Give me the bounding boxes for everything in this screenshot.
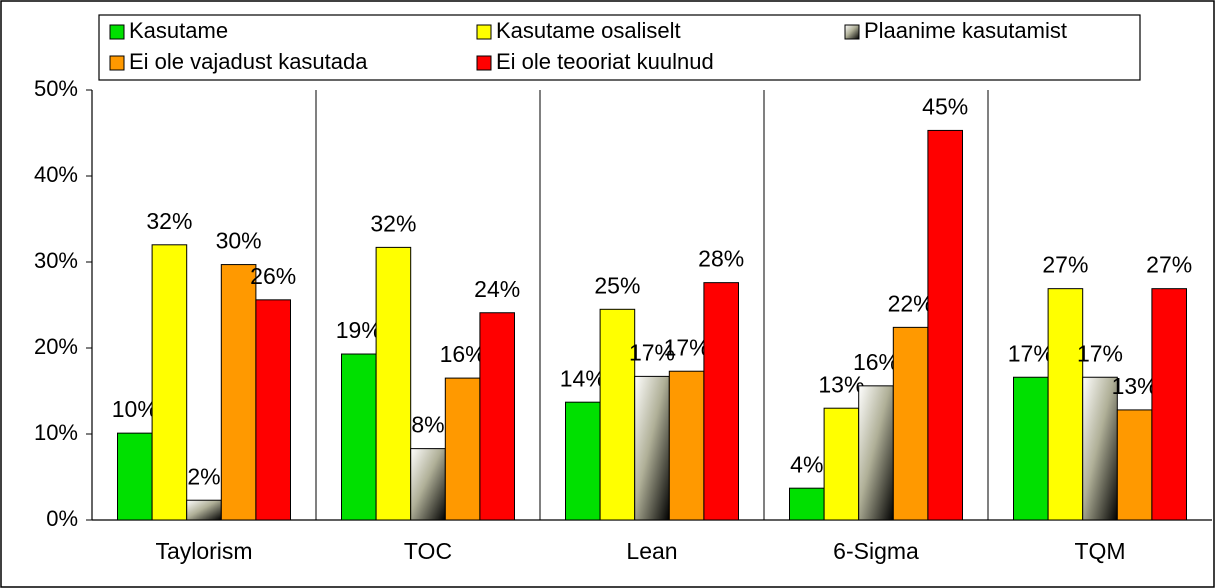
legend-swatch <box>109 55 125 71</box>
x-tick-label: TQM <box>1074 538 1125 564</box>
x-tick-label: TOC <box>404 538 452 564</box>
bar <box>151 244 188 521</box>
bar <box>703 282 740 521</box>
y-tick-label: 30% <box>34 248 78 273</box>
bar <box>1013 376 1049 521</box>
bar <box>858 385 894 521</box>
data-label: 27% <box>1146 252 1192 278</box>
bar <box>1116 409 1153 521</box>
x-tick-label: 6-Sigma <box>833 538 919 564</box>
bar <box>186 499 222 521</box>
legend-swatch <box>476 24 492 40</box>
data-label: 24% <box>474 276 520 302</box>
data-label: 25% <box>594 272 640 298</box>
data-label: 19% <box>336 317 382 343</box>
bar <box>668 370 705 521</box>
bar <box>823 407 860 521</box>
data-label: 13% <box>818 371 864 397</box>
bar <box>220 264 257 521</box>
bar <box>565 401 601 521</box>
data-label: 14% <box>560 365 606 391</box>
bar <box>341 353 377 521</box>
legend-label: Ei ole vajadust kasutada <box>129 49 368 74</box>
bar <box>634 375 670 521</box>
data-label: 22% <box>888 290 934 316</box>
data-label: 30% <box>216 228 262 254</box>
y-tick-label: 40% <box>34 162 78 187</box>
data-label: 45% <box>922 93 968 119</box>
data-label: 27% <box>1042 252 1088 278</box>
bar <box>1047 288 1084 521</box>
data-label: 13% <box>1112 373 1158 399</box>
data-label: 16% <box>440 341 486 367</box>
data-label: 32% <box>146 208 192 234</box>
bar <box>410 448 446 521</box>
x-tick-label: Taylorism <box>155 538 252 564</box>
bar <box>789 487 825 521</box>
y-tick-label: 50% <box>34 76 78 101</box>
data-label: 10% <box>112 396 158 422</box>
data-label: 28% <box>698 246 744 272</box>
y-tick-label: 0% <box>46 506 78 531</box>
bar <box>375 246 412 521</box>
data-label: 26% <box>250 263 296 289</box>
x-tick-label: Lean <box>626 538 677 564</box>
data-label: 4% <box>790 451 823 477</box>
data-label: 16% <box>853 349 899 375</box>
legend-swatch <box>476 55 492 71</box>
y-tick-label: 10% <box>34 420 78 445</box>
bar <box>892 326 929 521</box>
data-label: 17% <box>664 334 710 360</box>
legend-label: Plaanime kasutamist <box>864 18 1067 43</box>
legend-label: Ei ole teooriat kuulnud <box>496 49 714 74</box>
bar <box>444 377 481 521</box>
data-label: 8% <box>411 412 444 438</box>
y-tick-label: 20% <box>34 334 78 359</box>
bar <box>1151 288 1188 521</box>
bar <box>479 312 515 521</box>
bar <box>117 432 153 521</box>
data-label: 2% <box>187 463 220 489</box>
data-label: 32% <box>370 210 416 236</box>
legend-swatch <box>109 24 125 40</box>
data-label: 17% <box>1077 340 1123 366</box>
bar <box>1082 376 1118 521</box>
legend-box <box>98 14 1141 81</box>
bar <box>927 129 964 521</box>
legend-swatch <box>844 24 860 40</box>
data-label: 17% <box>629 339 675 365</box>
bar <box>599 308 636 521</box>
data-label: 17% <box>1008 340 1054 366</box>
bar <box>255 299 291 521</box>
legend-label: Kasutame osaliselt <box>496 18 681 43</box>
legend-label: Kasutame <box>129 18 228 43</box>
